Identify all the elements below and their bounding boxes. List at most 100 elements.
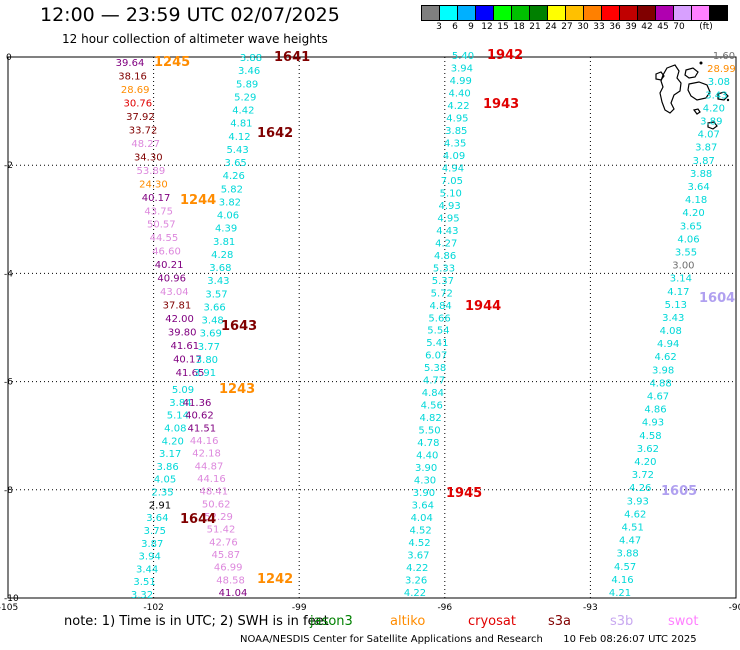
- swh-value-label: 53.89: [137, 166, 166, 177]
- swh-value-label: 4.22: [406, 563, 428, 574]
- credit-line: NOAA/NESDIS Center for Satellite Applica…: [240, 634, 697, 645]
- swh-value-label: 46.99: [214, 563, 243, 574]
- wave-height-colorbar: [421, 5, 728, 21]
- swh-value-label: 4.06: [677, 234, 699, 245]
- swh-value-label: 3.75: [144, 526, 166, 537]
- swh-value-label: 41.36: [183, 398, 212, 409]
- swh-value-label: 48.41: [199, 487, 228, 498]
- swh-value-label: 3.65: [680, 221, 702, 232]
- swh-value-label: 5.10: [440, 188, 462, 199]
- colorbar-label: 39: [625, 22, 637, 32]
- swh-value-label: 5.82: [221, 184, 243, 195]
- swh-value-label: 4.07: [698, 130, 720, 141]
- island-santacruz: [687, 81, 711, 101]
- swh-value-label: 4.52: [408, 538, 430, 549]
- swh-value-label: 3.62: [637, 444, 659, 455]
- colorbar-label: 36: [609, 22, 621, 32]
- swh-value-label: 4.95: [437, 213, 459, 224]
- swh-value-label: 4.28: [211, 250, 233, 261]
- swh-value-label: 41.51: [187, 423, 216, 434]
- y-tick-label: -4: [4, 269, 13, 279]
- swh-value-label: 34.30: [134, 152, 163, 163]
- swh-value-label: 4.77: [423, 376, 445, 387]
- swh-value-label: 2.91: [149, 500, 171, 511]
- swh-value-label: 45.87: [211, 550, 240, 561]
- swh-value-label: 5.29: [234, 92, 256, 103]
- swh-value-label: 5.66: [428, 313, 450, 324]
- swh-value-label: 28.69: [121, 85, 150, 96]
- swh-value-label: 3.44: [136, 564, 158, 575]
- swh-value-label: 4.56: [421, 401, 443, 412]
- swh-value-label: 4.78: [417, 438, 439, 449]
- swh-value-label: 4.86: [434, 251, 456, 262]
- swh-value-label: 4.20: [634, 457, 656, 468]
- swh-value-label: 3.86: [156, 462, 178, 473]
- swh-value-label: 51.42: [207, 525, 236, 536]
- swh-value-label: 3.64: [146, 513, 168, 524]
- swh-value-label: 3.46: [238, 66, 260, 77]
- swh-value-label: 40.96: [157, 274, 186, 285]
- swh-value-label: 4.17: [667, 287, 689, 298]
- y-tick-label: -6: [4, 378, 13, 388]
- swh-value-label: 4.43: [436, 226, 458, 237]
- swh-value-label: 3.81: [213, 237, 235, 248]
- swh-value-label: 3.14: [670, 274, 692, 285]
- colorbar-label: 42: [641, 22, 653, 32]
- swh-value-label: 4.26: [629, 483, 651, 494]
- satellite-legend-item: cryosat: [468, 614, 516, 629]
- satellite-legend-item: s3b: [610, 614, 634, 629]
- swh-value-label: 4.16: [611, 575, 633, 586]
- swh-value-label: 3.98: [652, 365, 674, 376]
- timestamp-text: 10 Feb 08:26:07 UTC 2025: [563, 634, 697, 645]
- swh-value-label: 4.05: [154, 475, 176, 486]
- swh-value-label: 3.48: [202, 316, 224, 327]
- swh-value-label: 3.93: [627, 496, 649, 507]
- swh-value-label: 4.30: [414, 476, 436, 487]
- swh-value-label: 44.16: [197, 474, 226, 485]
- swh-value-label: 4.94: [657, 339, 679, 350]
- y-tick-label: -8: [4, 486, 13, 496]
- map-border: [7, 56, 737, 599]
- colorbar-label: (ft): [699, 22, 713, 32]
- swh-value-label: 37.81: [163, 301, 192, 312]
- swh-value-label: 24.30: [139, 179, 168, 190]
- swh-value-label: 4.42: [232, 106, 254, 117]
- swh-value-label: 40.17: [173, 355, 202, 366]
- swh-value-label: 4.93: [642, 418, 664, 429]
- swh-value-label: 40.21: [155, 260, 184, 271]
- swh-value-label: 4.94: [442, 163, 464, 174]
- island-santiago: [684, 67, 699, 79]
- swh-value-label: 43.75: [144, 206, 173, 217]
- swh-value-label: 42.18: [192, 449, 221, 460]
- swh-value-label: 52.29: [204, 512, 233, 523]
- y-tick-label: -10: [4, 594, 19, 604]
- y-tick-label: -2: [4, 161, 13, 171]
- colorbar-label: 18: [513, 22, 525, 32]
- swh-value-label: 3.85: [445, 126, 467, 137]
- swh-value-label: 5.40: [452, 51, 474, 62]
- swh-value-label: 4.58: [639, 431, 661, 442]
- satellite-legend-item: s3a: [548, 614, 572, 629]
- colorbar-label: 70: [673, 22, 685, 32]
- swh-value-label: 1.60: [713, 51, 735, 62]
- swh-value-label: 3.43: [662, 313, 684, 324]
- swh-value-label: 44.16: [190, 436, 219, 447]
- pass-label: 1945: [446, 486, 482, 501]
- swh-value-label: 3.82: [219, 197, 241, 208]
- swh-value-label: 4.93: [438, 201, 460, 212]
- swh-value-label: 5.14: [167, 411, 189, 422]
- swh-value-label: 50.57: [147, 220, 176, 231]
- swh-value-label: 3.64: [412, 501, 434, 512]
- swh-value-label: 3.69: [200, 329, 222, 340]
- swh-value-label: 3.66: [203, 302, 225, 313]
- swh-value-label: 44.87: [195, 461, 224, 472]
- figure-title: 12:00 — 23:59 UTC 02/07/2025: [40, 4, 340, 26]
- swh-value-label: 4.81: [230, 119, 252, 130]
- swh-value-label: 40.17: [142, 193, 171, 204]
- swh-value-label: 3.43: [207, 276, 229, 287]
- swh-value-label: 4.09: [443, 151, 465, 162]
- swh-value-label: 3.87: [141, 539, 163, 550]
- pass-label: 1243: [219, 382, 255, 397]
- swh-value-label: 4.47: [619, 536, 641, 547]
- swh-value-label: 3.68: [209, 263, 231, 274]
